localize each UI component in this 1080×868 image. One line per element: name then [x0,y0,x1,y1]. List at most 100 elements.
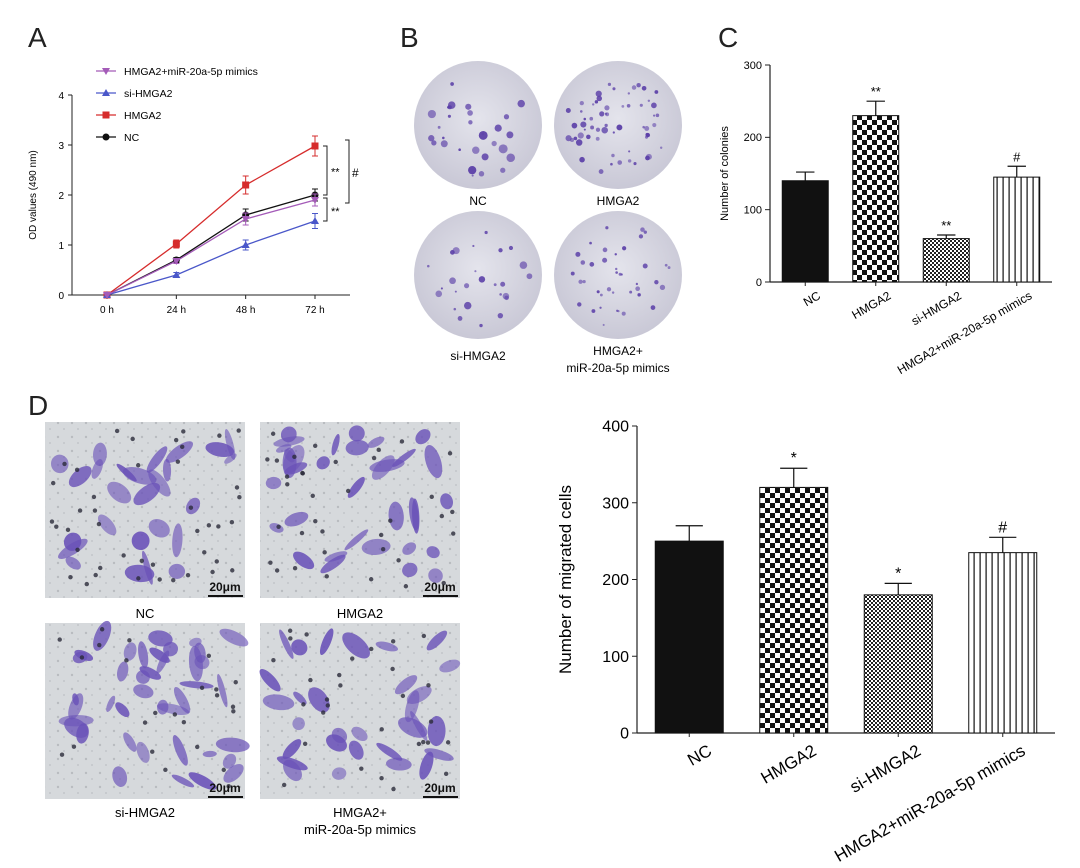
data-point [241,216,250,223]
y-tick-label: 3 [58,141,64,152]
plate-si-hmga2 [414,211,542,339]
migrated-cells-bar-chart: 0 100 200 300 400 Number of migrated cells NC *… [556,419,1055,866]
data-point [311,197,319,204]
panel-letter-b: B [400,22,419,53]
panel-letter-c: C [718,22,739,53]
bar [863,594,933,734]
plate-nc [414,61,542,189]
y-tick-label: 300 [602,495,629,512]
data-point [103,292,111,299]
x-tick-label: HMGA2+miR-20a-5p mimics [831,741,1028,866]
data-point [172,240,180,248]
sig-marker: * [895,565,901,582]
x-tick-label: HMGA2 [758,741,820,788]
x-tick-label: si-HMGA2 [909,288,964,328]
legend-marker [102,68,110,75]
series-line [106,145,316,296]
y-tick-label: 2 [58,191,64,202]
scale-bar-label: 20μm [209,580,240,594]
scale-bars: 20μm 20μm 20μm 20μm [208,580,458,798]
sig-marker: ** [331,206,340,218]
legend-marker [102,89,110,96]
bar [993,176,1041,283]
y-tick-label: 200 [744,132,762,144]
x-tick-label: si-HMGA2 [847,741,924,797]
series-line [106,199,316,296]
x-tick-label: 48 h [236,305,255,316]
bar [922,238,970,283]
data-point [172,271,181,278]
legend-label: HMGA2 [124,110,162,122]
sig-marker: ** [871,84,881,99]
sig-bracket [323,145,328,196]
plate-label-mimics-1: HMGA2+ [593,344,643,358]
colony-dots [427,82,671,328]
plate-label-hmga2: HMGA2 [597,194,640,208]
legend-label: HMGA2+miR-20a-5p mimics [124,66,258,78]
od-significance: ** ** # [323,139,359,222]
x-tick-label: 0 h [100,305,114,316]
x-tick-label: HMGA2 [849,288,893,322]
scale-bar-label: 20μm [424,580,455,594]
series-line [106,220,316,296]
micro-label-hmga2: HMGA2 [337,606,383,621]
legend-marker [102,111,110,119]
plate-label-nc: NC [469,194,487,208]
y-tick-label: 200 [602,572,629,589]
legend-marker [102,133,110,141]
panel-letter-d: D [28,390,49,421]
bar [852,115,900,283]
micro-label-si-hmga2: si-HMGA2 [115,805,175,820]
y-tick-label: 100 [602,649,629,666]
y-tick-label: 100 [744,205,762,217]
y-tick-label: 0 [58,291,64,302]
plate-label-si-hmga2: si-HMGA2 [450,349,506,363]
sig-bracket [323,197,328,222]
plate-mimics [554,211,682,339]
bar [968,552,1038,734]
bar [781,180,829,283]
y-tick-label: 400 [602,419,629,436]
y-tick-label: 0 [756,277,762,289]
sig-marker: ** [941,218,951,233]
x-tick-label: HMGA2+miR-20a-5p mimics [895,288,1035,377]
x-tick-label: 72 h [305,305,324,316]
sig-marker: * [791,450,797,467]
micro-label-nc: NC [136,606,155,621]
od-series [103,135,319,299]
od-line-chart: 0 1 2 3 4 0 h 24 h 48 h 72 h OD values (490 nm) H… [28,66,359,316]
x-tick-label: NC [684,741,715,770]
data-point [242,181,250,189]
sig-marker: ** [331,167,340,179]
legend-label: si-HMGA2 [124,88,173,100]
data-point [311,217,319,224]
scale-bar-label: 20μm [424,781,455,795]
scale-bar-label: 20μm [209,781,240,795]
data-point [172,258,181,265]
od-legend: HMGA2+miR-20a-5p mimics si-HMGA2 HMGA2 NC [96,66,258,144]
bar [759,486,829,734]
y-axis-label: OD values (490 nm) [28,150,39,239]
migrated-cells [49,425,461,792]
colony-plates: NC HMGA2 si-HMGA2 HMGA2+ miR-20a-5p mimi… [414,61,682,375]
sig-marker: # [998,519,1007,536]
micro-label-mimics-2: miR-20a-5p mimics [304,822,416,837]
bar [654,540,724,734]
colonies-bar-chart: 0 100 200 300 Number of colonies NC ** HMGA2 ** s… [719,60,1052,377]
plate-label-mimics-2: miR-20a-5p mimics [566,361,669,375]
data-point [241,241,250,248]
legend-label: NC [124,132,140,144]
y-tick-label: 1 [58,241,64,252]
sig-marker: # [1013,149,1021,164]
y-tick-label: 4 [58,91,64,102]
x-tick-label: 24 h [167,305,186,316]
micro-label-mimics-1: HMGA2+ [333,805,387,820]
sig-bracket [345,139,350,204]
y-tick-label: 0 [620,726,629,743]
data-point [311,142,319,150]
x-tick-label: NC [801,288,823,309]
panel-letter-a: A [28,22,47,53]
y-tick-label: 300 [744,60,762,72]
y-axis-label: Number of colonies [719,126,731,221]
y-axis-label: Number of migrated cells [556,485,575,674]
